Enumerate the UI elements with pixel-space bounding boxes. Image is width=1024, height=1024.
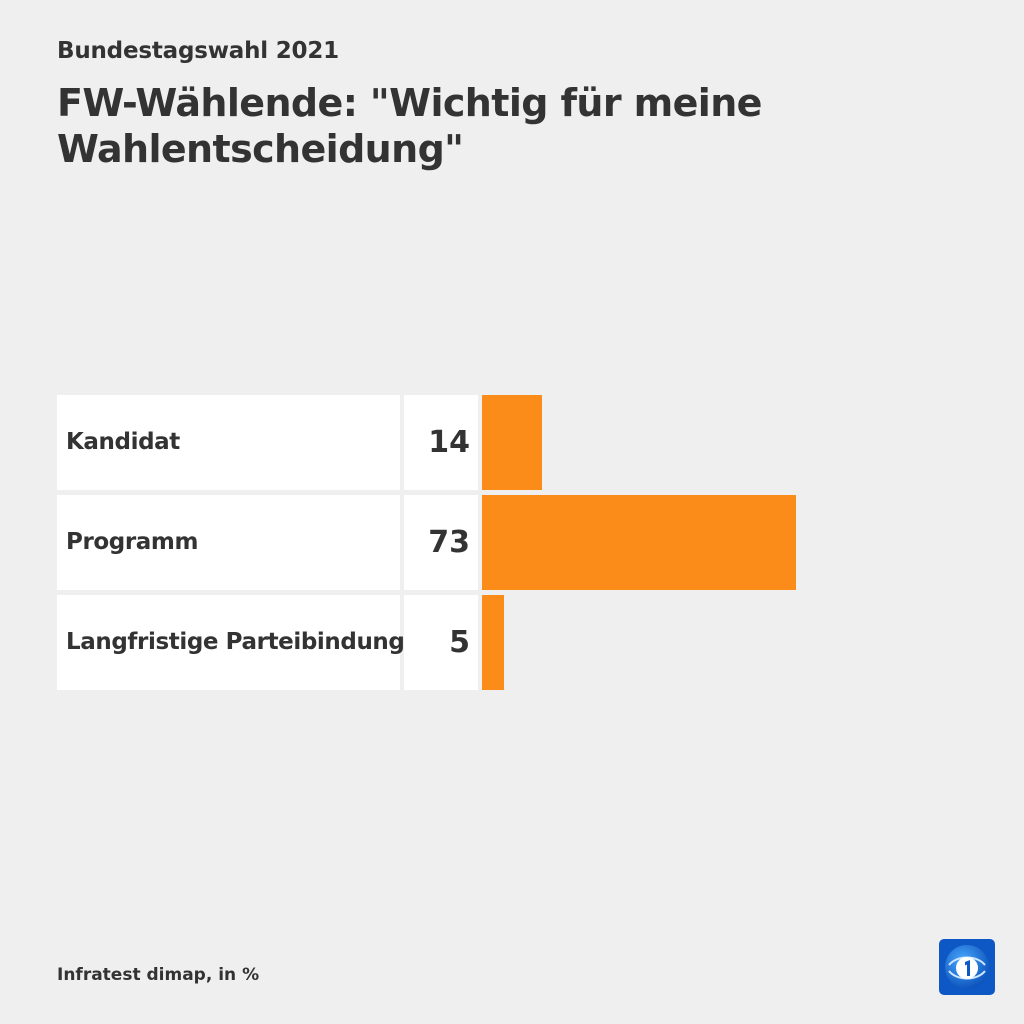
value-label: 5 bbox=[449, 625, 470, 660]
category-label: Kandidat bbox=[66, 429, 180, 455]
chart-subtitle: Bundestagswahl 2021 bbox=[57, 38, 339, 64]
category-label: Programm bbox=[66, 529, 199, 555]
row-value-cell: 14 bbox=[404, 395, 478, 490]
row-label-cell: Kandidat bbox=[57, 395, 400, 490]
bar bbox=[482, 495, 796, 590]
value-label: 73 bbox=[428, 525, 470, 560]
bar bbox=[482, 395, 542, 490]
row-label-cell: Programm bbox=[57, 495, 400, 590]
category-label: Langfristige Parteibindung bbox=[66, 629, 405, 655]
bar bbox=[482, 595, 504, 690]
row-label-cell: Langfristige Parteibindung bbox=[57, 595, 405, 690]
ard-tagesschau-logo-icon bbox=[939, 939, 995, 995]
source-note: Infratest dimap, in % bbox=[57, 965, 260, 985]
chart-title: FW-Wählende: "Wichtig für meine Wahlents… bbox=[57, 81, 762, 171]
row-value-cell: 73 bbox=[404, 495, 478, 590]
value-label: 14 bbox=[428, 425, 470, 460]
row-value-cell: 5 bbox=[404, 595, 478, 690]
